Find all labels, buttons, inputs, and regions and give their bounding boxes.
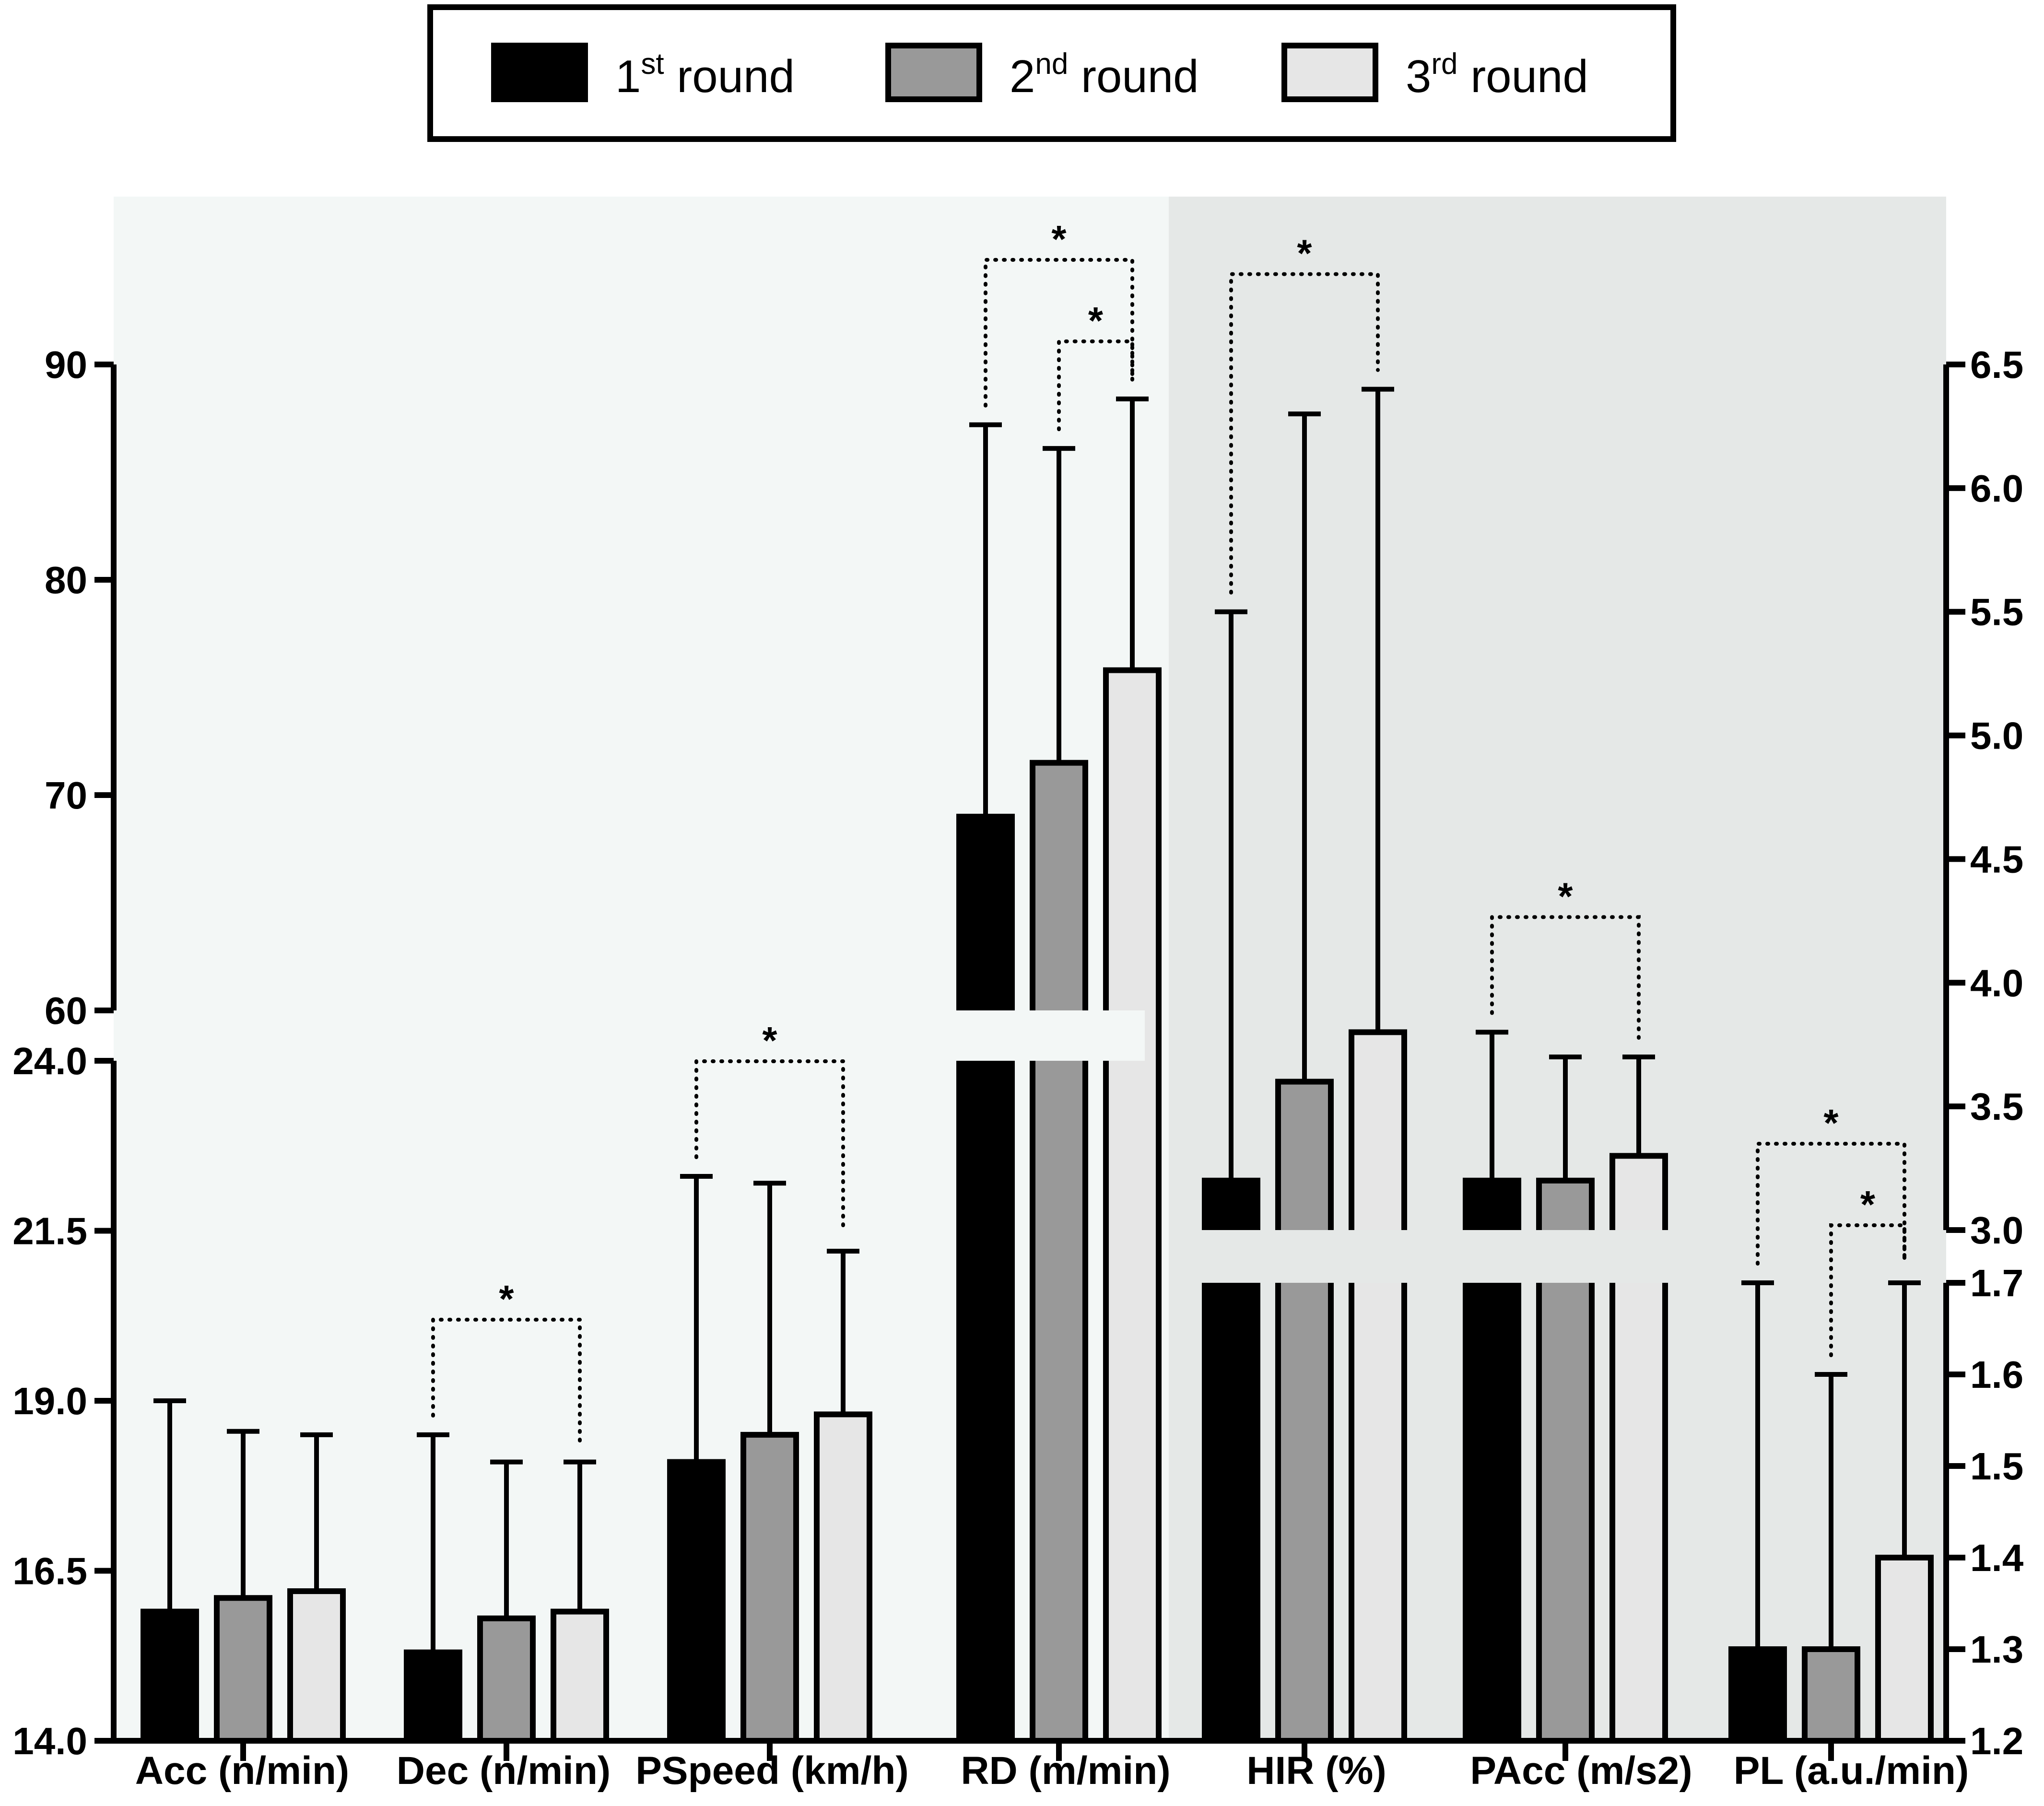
bar-7-1: [1728, 1646, 1787, 1744]
category-label-1: Acc (n/min): [135, 1749, 349, 1793]
break-band-right: [1169, 1230, 1936, 1283]
legend: 1st round 2nd round 3rd round: [427, 4, 1676, 142]
significance-star-4: *: [1088, 299, 1104, 342]
bar-2-3: [551, 1608, 609, 1744]
axis-breaks: [930, 1010, 1936, 1283]
significance-star-6: *: [1558, 875, 1573, 917]
right-upper-tick-label-2: 4.0: [1970, 962, 2023, 1004]
right-lower-tick-label-0: 1.2: [1970, 1720, 2023, 1762]
right-lower-tick-label-1: 1.3: [1970, 1628, 2023, 1671]
error-bars: [153, 387, 1921, 1653]
left-upper-tick-label-1: 70: [45, 774, 87, 817]
bar-1-2: [214, 1595, 272, 1744]
category-labels: Acc (n/min) Dec (n/min) PSpeed (km/h) RD (m…: [135, 1741, 1969, 1793]
bar-1-3: [287, 1588, 346, 1744]
legend-box: [427, 4, 1676, 142]
legend-swatch-1: [491, 43, 588, 102]
right-upper-tick-label-4: 5.0: [1970, 715, 2023, 757]
bar-3-2: [740, 1431, 799, 1744]
significance-star-2: *: [762, 1019, 777, 1062]
bar-4-1: [956, 813, 1015, 1744]
bar-7-2: [1802, 1646, 1860, 1744]
significance-bracket-3: [984, 258, 1134, 408]
significance-star-3: *: [1051, 218, 1067, 260]
right-lower-tick-label-3: 1.5: [1970, 1445, 2023, 1488]
bar-3-1: [667, 1459, 726, 1744]
category-label-5: HIR (%): [1246, 1749, 1386, 1793]
left-lower-tick-label-1: 16.5: [12, 1550, 87, 1593]
right-lower-tick-label-5: 1.7: [1970, 1262, 2023, 1304]
left-lower-tick-label-2: 19.0: [12, 1380, 87, 1422]
significance-star-7: *: [1823, 1102, 1839, 1144]
right-upper-tick-label-7: 6.5: [1970, 343, 2023, 386]
bar-5-2: [1275, 1079, 1334, 1744]
left-lower-tick-label-3: 21.5: [12, 1210, 87, 1253]
bar-3-3: [814, 1411, 872, 1744]
bar-4-3: [1103, 667, 1162, 1744]
left-upper-tick-label-0: 60: [45, 989, 87, 1032]
category-label-2: Dec (n/min): [397, 1749, 611, 1793]
axes: 60 70 80 90 14.0 16.5 19.0 21.5 24.0 3.0 3.5 4.0 4.5…: [12, 343, 2023, 1762]
legend-swatch-2: [885, 43, 982, 102]
significance-star-1: *: [499, 1278, 514, 1320]
left-upper-tick-label-3: 90: [45, 343, 87, 386]
left-lower-tick-label-4: 24.0: [12, 1040, 87, 1082]
category-label-3: PSpeed (km/h): [635, 1749, 909, 1793]
right-upper-tick-label-3: 4.5: [1970, 838, 2023, 880]
bar-7-3: [1875, 1555, 1934, 1744]
legend-label-1: 1st round: [615, 47, 795, 102]
right-upper-tick-label-1: 3.5: [1970, 1085, 2023, 1128]
significance-bracket-7: [1756, 1142, 1906, 1266]
significance-star-5: *: [1297, 232, 1312, 275]
bar-5-3: [1349, 1029, 1407, 1744]
legend-label-2: 2nd round: [1010, 47, 1199, 102]
category-label-6: PAcc (m/s2): [1470, 1749, 1692, 1793]
bar-1-1: [141, 1608, 199, 1744]
right-upper-tick-label-5: 5.5: [1970, 591, 2023, 633]
significance-bracket-8: [1829, 1223, 1906, 1357]
legend-label-3: 3rd round: [1406, 47, 1588, 102]
left-upper-tick-label-2: 80: [45, 559, 87, 601]
significance-star-8: *: [1860, 1183, 1876, 1226]
right-upper-tick-label-0: 3.0: [1970, 1209, 2023, 1252]
legend-swatch-3: [1281, 43, 1378, 102]
significance-bracket-1: [431, 1317, 582, 1445]
right-upper-tick-label-6: 6.0: [1970, 467, 2023, 510]
break-band-rd: [930, 1010, 1145, 1061]
bar-2-1: [404, 1649, 462, 1744]
category-label-7: PL (a.u./min): [1734, 1749, 1969, 1793]
significance-bracket-4: [1057, 339, 1134, 432]
right-lower-tick-label-4: 1.6: [1970, 1353, 2023, 1396]
significance-bracket-2: [694, 1059, 845, 1234]
significance-bracket-6: [1490, 915, 1641, 1040]
left-lower-tick-label-0: 14.0: [12, 1720, 87, 1762]
category-label-4: RD (m/min): [961, 1749, 1170, 1793]
bar-4-2: [1030, 760, 1088, 1744]
right-lower-tick-label-2: 1.4: [1970, 1536, 2024, 1579]
bar-2-2: [477, 1615, 536, 1744]
significance-brackets: * * * * * * * *: [431, 218, 1906, 1445]
